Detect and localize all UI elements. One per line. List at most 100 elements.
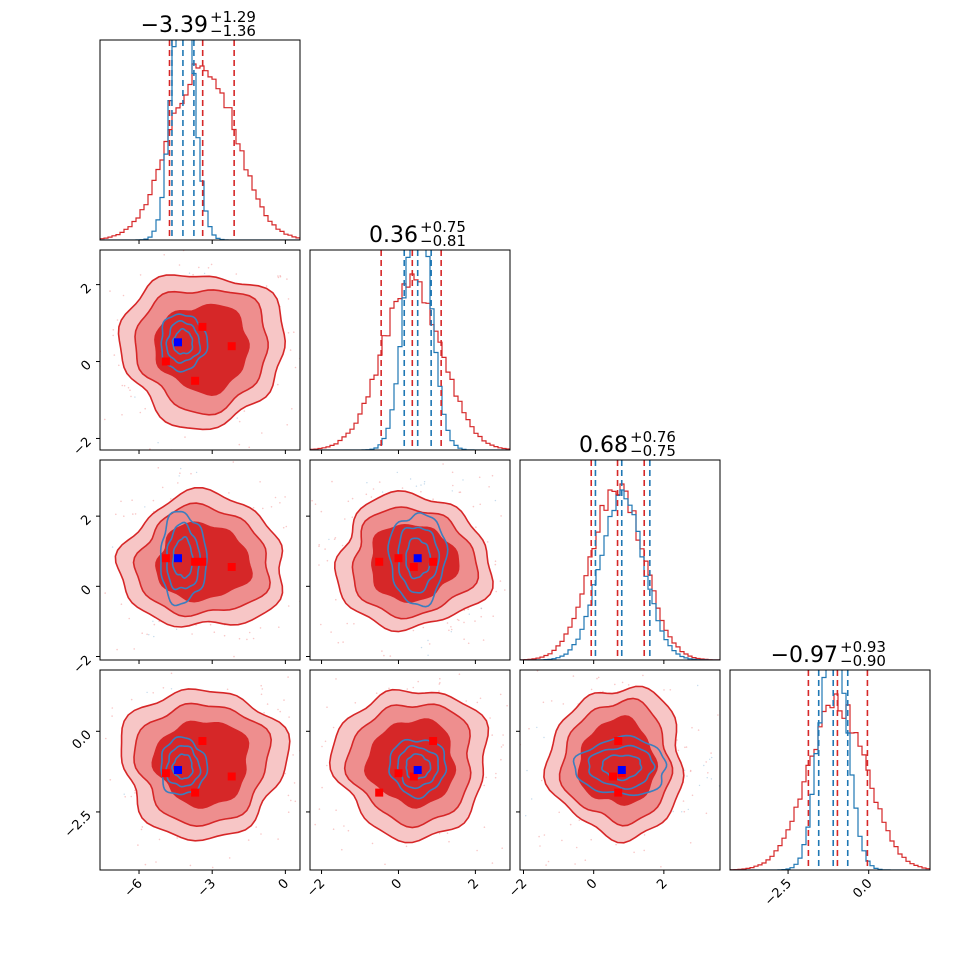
scatter-point-red: [260, 693, 263, 696]
scatter-point-red: [324, 740, 327, 743]
scatter-point-red: [277, 838, 279, 840]
scatter-point-red: [141, 243, 143, 245]
scatter-point-red: [458, 673, 461, 675]
scatter-point-red: [326, 706, 328, 708]
scatter-point-blue: [468, 613, 470, 615]
blue-contour: [171, 753, 194, 780]
scatter-point-red: [131, 664, 133, 666]
scatter-point-red: [342, 641, 344, 643]
scatter-point-red: [109, 290, 111, 292]
scatter-point-red: [642, 674, 644, 677]
scatter-point-red: [130, 795, 133, 798]
scatter-point-red: [526, 558, 528, 560]
scatter-point-red: [516, 790, 518, 792]
scatter-point-red: [277, 276, 280, 279]
scatter-point-red: [120, 500, 122, 503]
scatter-point-red: [87, 570, 89, 572]
scatter-point-red: [420, 490, 422, 493]
scatter-point-blue: [427, 639, 429, 642]
scatter-point-red: [104, 592, 106, 594]
blue-contour: [405, 753, 432, 780]
scatter-point-red: [562, 703, 565, 705]
scatter-point-red: [66, 790, 68, 792]
red-marker: [198, 737, 207, 745]
scatter-point-red: [489, 717, 491, 719]
scatter-point-red: [246, 625, 248, 627]
scatter-point-blue: [687, 808, 689, 811]
panel-frame: [519, 459, 721, 661]
scatter-point-blue: [188, 272, 191, 274]
title-minus: −0.81: [420, 232, 466, 250]
scatter-point-red: [450, 628, 453, 631]
scatter-point-red: [506, 704, 508, 707]
scatter-point-red: [354, 702, 357, 704]
y-tick-label: 2: [78, 512, 94, 528]
scatter-point-red: [318, 544, 321, 546]
scatter-point-red: [170, 672, 173, 675]
scatter-point-red: [262, 507, 264, 510]
scatter-point-red: [417, 680, 420, 683]
scatter-point-red: [547, 860, 550, 863]
scatter-point-blue: [526, 769, 528, 772]
scatter-point-red: [341, 848, 343, 851]
scatter-point-red: [139, 274, 142, 276]
y-tick-label: 2: [78, 281, 94, 297]
scatter-point-red: [491, 862, 494, 864]
scatter-point-blue: [152, 620, 154, 622]
scatter-point-red: [525, 545, 527, 547]
scatter-point-blue: [672, 810, 674, 813]
scatter-point-red: [500, 758, 502, 761]
scatter-point-red: [294, 366, 297, 369]
scatter-point-red: [293, 331, 295, 334]
red-marker: [161, 357, 170, 366]
scatter-point-red: [472, 505, 475, 508]
scatter-point-red: [614, 683, 616, 686]
scatter-point-red: [502, 744, 504, 746]
scatter-point-red: [513, 706, 515, 708]
scatter-point-red: [285, 525, 288, 528]
scatter-point-red: [475, 526, 477, 528]
scatter-point-blue: [236, 417, 238, 419]
scatter-point-red: [307, 263, 309, 265]
scatter-point-red: [88, 603, 90, 605]
x-tick-label: −6: [122, 876, 146, 900]
panel-frame: [309, 459, 511, 661]
panel-frame: [309, 249, 511, 451]
scatter-point-red: [294, 676, 296, 678]
red-contour-inner: [151, 720, 250, 809]
scatter-point-red: [97, 381, 99, 383]
panel-frame: [309, 669, 511, 871]
scatter-point-red: [446, 832, 449, 834]
scatter-point-red: [162, 687, 165, 689]
scatter-point-blue: [740, 784, 741, 785]
scatter-point-red: [314, 823, 317, 826]
scatter-point-red: [163, 254, 165, 256]
scatter-point-red: [684, 746, 686, 749]
red-marker: [614, 737, 623, 745]
scatter-point-red: [144, 407, 146, 410]
scatter-point-red: [332, 828, 335, 830]
scatter-point-red: [293, 782, 296, 784]
scatter-point-red: [186, 473, 188, 475]
scatter-point-red: [284, 817, 286, 819]
scatter-point-red: [141, 632, 143, 634]
scatter-point-red: [127, 386, 130, 389]
scatter-point-red: [351, 497, 354, 500]
scatter-point-red: [615, 843, 617, 846]
scatter-point-red: [295, 770, 297, 772]
scatter-point-red: [515, 689, 517, 691]
scatter-point-red: [384, 863, 386, 866]
scatter-point-blue: [153, 635, 155, 638]
panel-2d-3-0: [66, 625, 307, 869]
scatter-point-red: [286, 654, 288, 656]
title-plus: +1.29: [210, 8, 256, 26]
blue-contour: [587, 744, 656, 790]
scatter-point-red: [109, 779, 112, 781]
scatter-point-red: [131, 499, 133, 502]
scatter-point-red: [279, 502, 281, 504]
scatter-point-red: [305, 827, 307, 829]
scatter-point-red: [190, 472, 192, 475]
title-minus: −1.36: [210, 22, 256, 40]
scatter-point-red: [238, 420, 241, 423]
